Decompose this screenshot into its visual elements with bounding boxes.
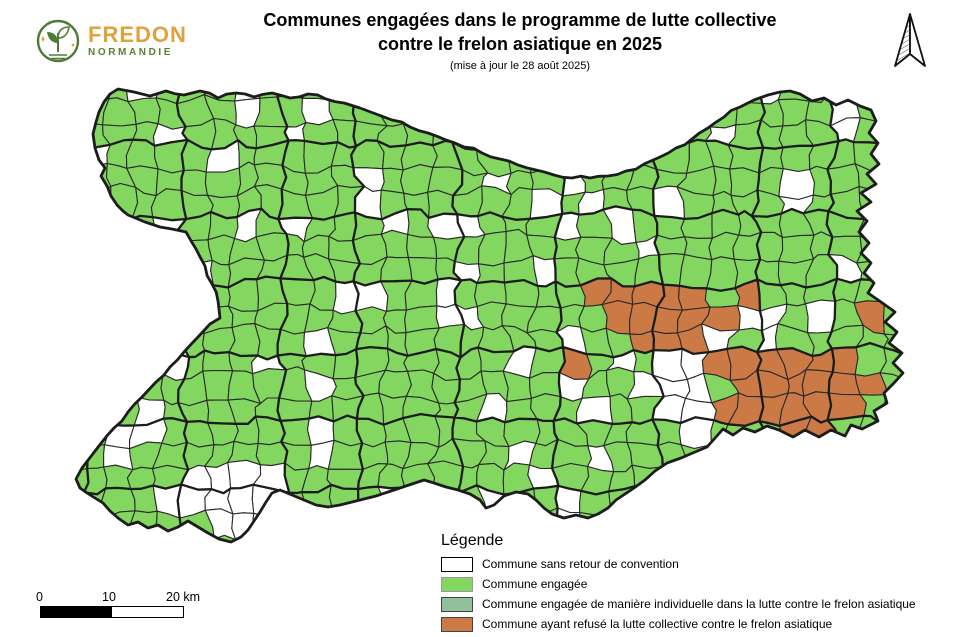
map-title-line2: contre le frelon asiatique en 2025 <box>377 34 663 54</box>
legend-swatch-individual <box>441 596 473 612</box>
legend-row: Commune ayant refusé la lutte collective… <box>441 616 916 632</box>
logo-region-text: NORMANDIE <box>88 47 174 58</box>
scalebar-label-10: 10 <box>102 590 116 604</box>
scalebar-labels: 0 10 20 km <box>36 590 236 606</box>
scalebar-segment-filled <box>41 607 112 617</box>
legend-label-individual: Commune engagée de manière individuelle … <box>482 597 916 611</box>
legend-swatch-refused <box>441 616 473 632</box>
legend-label-no-convention: Commune sans retour de convention <box>482 557 679 571</box>
fredon-logo: FREDON NORMANDIE <box>34 16 187 66</box>
legend: Légende Commune sans retour de conventio… <box>441 532 916 637</box>
scalebar: 0 10 20 km <box>36 590 236 618</box>
department-outline <box>74 87 905 544</box>
legend-row: Commune engagée de manière individuelle … <box>441 596 916 612</box>
legend-row: Commune engagée <box>441 576 916 592</box>
scalebar-label-20: 20 km <box>166 590 201 604</box>
commune-cells <box>76 89 903 542</box>
legend-swatch-no-convention <box>441 556 473 572</box>
map-title: Communes engagées dans le programme de l… <box>140 8 900 72</box>
map-title-line1: Communes engagées dans le programme de l… <box>263 10 777 30</box>
logo-brand-text: FREDON <box>88 22 187 47</box>
scalebar-bar <box>40 606 184 618</box>
scalebar-label-0: 0 <box>36 590 43 604</box>
legend-label-refused: Commune ayant refusé la lutte collective… <box>482 617 833 631</box>
legend-swatch-engaged <box>441 576 473 592</box>
legend-label-engaged: Commune engagée <box>482 577 588 591</box>
map-subtitle: (mise à jour le 28 août 2025) <box>449 60 591 72</box>
logo-mark-icon <box>36 19 80 63</box>
legend-title: Légende <box>441 532 504 549</box>
legend-row: Commune sans retour de convention <box>441 556 916 572</box>
north-arrow-icon <box>888 10 932 79</box>
